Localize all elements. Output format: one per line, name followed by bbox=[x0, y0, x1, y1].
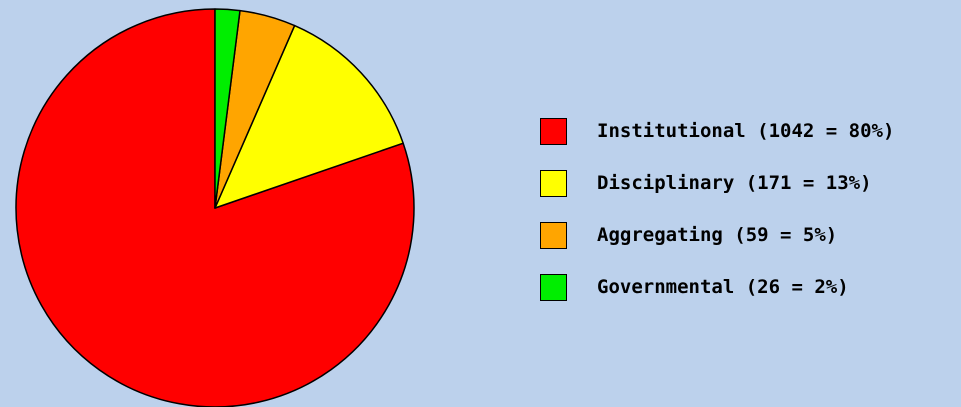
legend-label-aggregating: Aggregating (59 = 5%) bbox=[597, 224, 838, 246]
legend: Institutional (1042 = 80%) Disciplinary … bbox=[540, 116, 955, 324]
legend-item-disciplinary: Disciplinary (171 = 13%) bbox=[540, 168, 955, 198]
legend-swatch-disciplinary bbox=[540, 169, 567, 197]
legend-label-governmental: Governmental (26 = 2%) bbox=[597, 276, 849, 298]
legend-swatch-institutional bbox=[540, 117, 567, 145]
pie-slices bbox=[15, 8, 415, 407]
legend-swatch-aggregating bbox=[540, 221, 567, 249]
legend-swatch-governmental bbox=[540, 273, 567, 301]
pie-slice-disciplinary bbox=[214, 24, 404, 209]
legend-item-aggregating: Aggregating (59 = 5%) bbox=[540, 220, 955, 250]
legend-item-institutional: Institutional (1042 = 80%) bbox=[540, 116, 955, 146]
pie-slice-governmental bbox=[214, 8, 241, 209]
legend-item-governmental: Governmental (26 = 2%) bbox=[540, 272, 955, 302]
legend-label-institutional: Institutional (1042 = 80%) bbox=[597, 120, 895, 142]
legend-label-disciplinary: Disciplinary (171 = 13%) bbox=[597, 172, 872, 194]
pie-plot bbox=[15, 8, 415, 407]
